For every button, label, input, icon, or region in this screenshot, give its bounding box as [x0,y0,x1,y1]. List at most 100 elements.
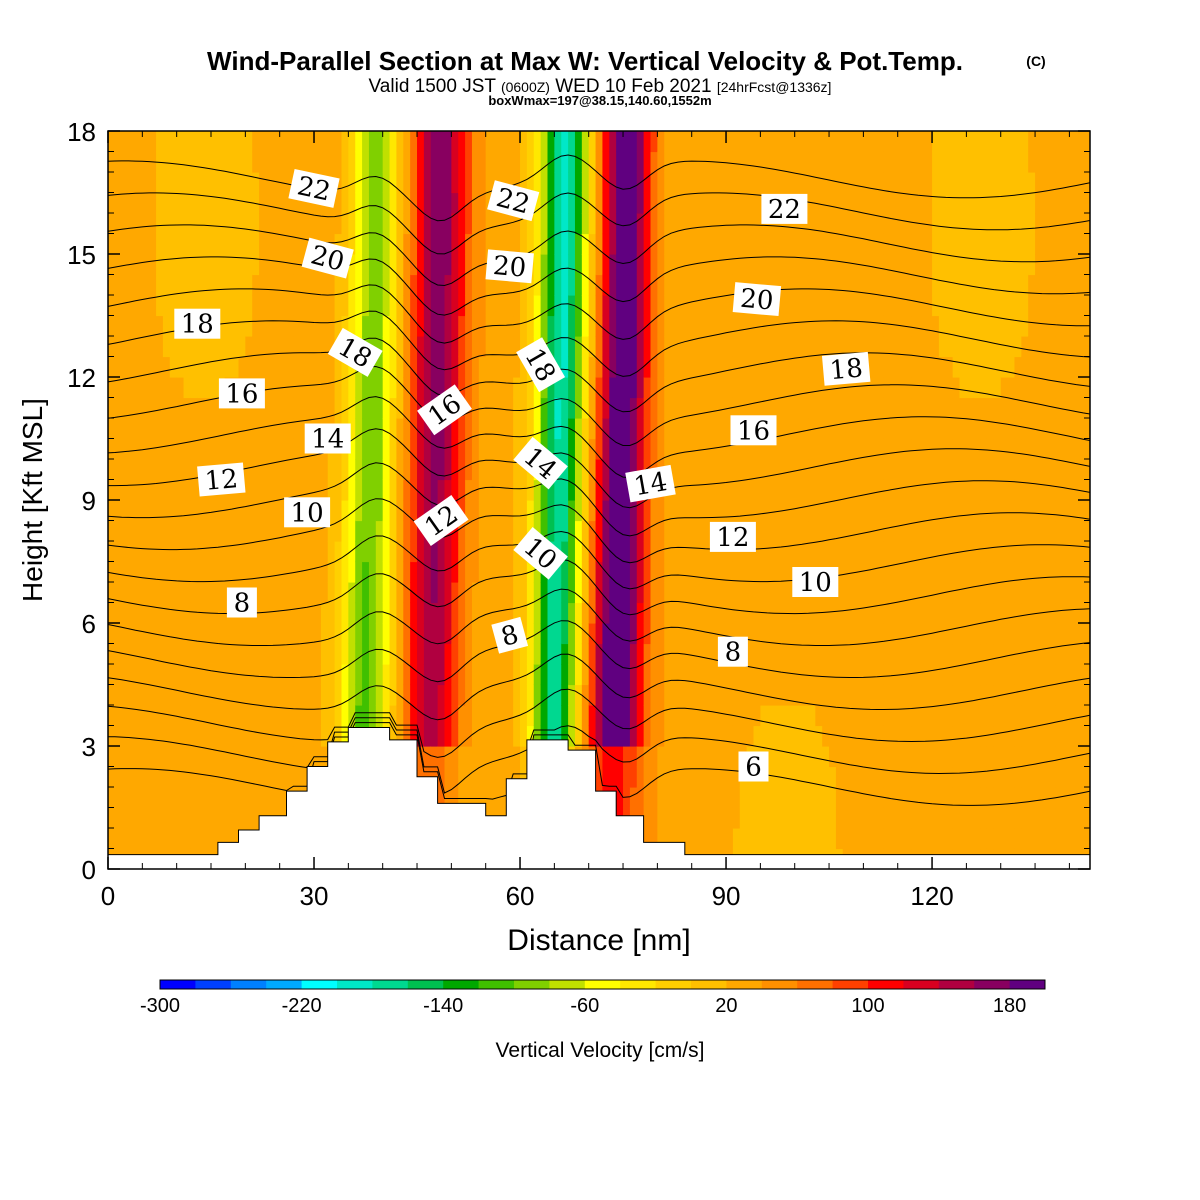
velocity-cell [925,500,933,522]
velocity-cell [705,664,713,686]
velocity-cell [746,438,755,460]
velocity-cell [904,397,913,419]
velocity-cell [842,254,851,276]
velocity-cell [368,561,377,583]
velocity-cell [595,643,604,665]
velocity-cell [293,356,301,378]
velocity-cell [471,131,480,153]
velocity-cell [471,233,480,255]
velocity-cell [829,274,837,296]
velocity-cell [314,315,322,337]
velocity-cell [623,705,631,727]
velocity-cell [835,500,844,522]
velocity-cell [183,623,192,645]
velocity-cell [396,438,404,460]
velocity-cell [471,582,480,604]
velocity-cell [458,172,466,194]
velocity-cell [636,274,645,296]
velocity-cell [533,315,542,337]
velocity-cell [705,807,713,829]
velocity-cell [918,397,926,419]
velocity-cell [190,438,198,460]
velocity-cell [677,274,686,296]
velocity-cell [423,602,432,624]
velocity-cell [238,254,246,276]
velocity-cell [856,397,864,419]
velocity-cell [856,746,864,768]
velocity-cell [877,828,885,850]
velocity-cell [513,725,521,747]
velocity-cell [980,418,988,440]
velocity-cell [719,336,727,358]
velocity-cell [355,254,363,276]
velocity-cell [300,336,308,358]
velocity-cell [286,377,295,399]
velocity-cell [835,623,844,645]
velocity-cell [169,274,178,296]
velocity-cell [877,705,885,727]
velocity-cell [993,213,1002,235]
velocity-cell [458,192,466,214]
velocity-cell [135,479,143,501]
velocity-cell [877,602,885,624]
velocity-cell [677,807,686,829]
velocity-cell [217,807,226,829]
velocity-cell [602,274,610,296]
velocity-cell [458,602,466,624]
velocity-cell [677,664,686,686]
velocity-cell [829,315,837,337]
velocity-cell [1028,131,1036,153]
velocity-cell [780,233,789,255]
velocity-cell [465,520,473,542]
velocity-cell [108,500,116,522]
velocity-cell [1035,377,1043,399]
velocity-cell [671,151,679,173]
velocity-cell [547,336,555,358]
velocity-cell [252,192,260,214]
velocity-cell [1048,295,1057,317]
velocity-cell [643,561,652,583]
velocity-cell [176,418,185,440]
velocity-cell [149,315,157,337]
velocity-cell [444,684,452,706]
velocity-cell [574,131,583,153]
velocity-cell [341,459,349,481]
velocity-cell [945,643,954,665]
velocity-cell [492,356,501,378]
velocity-cell [451,233,459,255]
velocity-cell [293,151,301,173]
velocity-cell [643,643,652,665]
velocity-cell [533,664,542,686]
velocity-cell [190,582,198,604]
velocity-cell [465,582,473,604]
velocity-cell [842,479,851,501]
velocity-cell [176,274,185,296]
velocity-cell [121,582,130,604]
velocity-cell [938,172,947,194]
velocity-cell [602,172,610,194]
velocity-cell [602,705,610,727]
velocity-cell [224,520,233,542]
velocity-cell [691,254,700,276]
velocity-cell [259,725,267,747]
velocity-cell [883,807,892,829]
velocity-cell [1055,807,1064,829]
velocity-cell [746,725,755,747]
velocity-cell [643,582,652,604]
velocity-cell [121,561,130,583]
velocity-cell [417,233,425,255]
velocity-cell [602,725,610,747]
velocity-cell [732,315,741,337]
velocity-cell [478,315,487,337]
velocity-cell [918,684,926,706]
velocity-cell [204,438,212,460]
velocity-cell [1007,213,1016,235]
velocity-cell [986,582,995,604]
velocity-cell [217,274,226,296]
velocity-cell [259,274,267,296]
velocity-cell [1028,664,1036,686]
velocity-cell [499,356,507,378]
velocity-cell [726,438,734,460]
velocity-cell [664,602,672,624]
velocity-cell [533,561,542,583]
